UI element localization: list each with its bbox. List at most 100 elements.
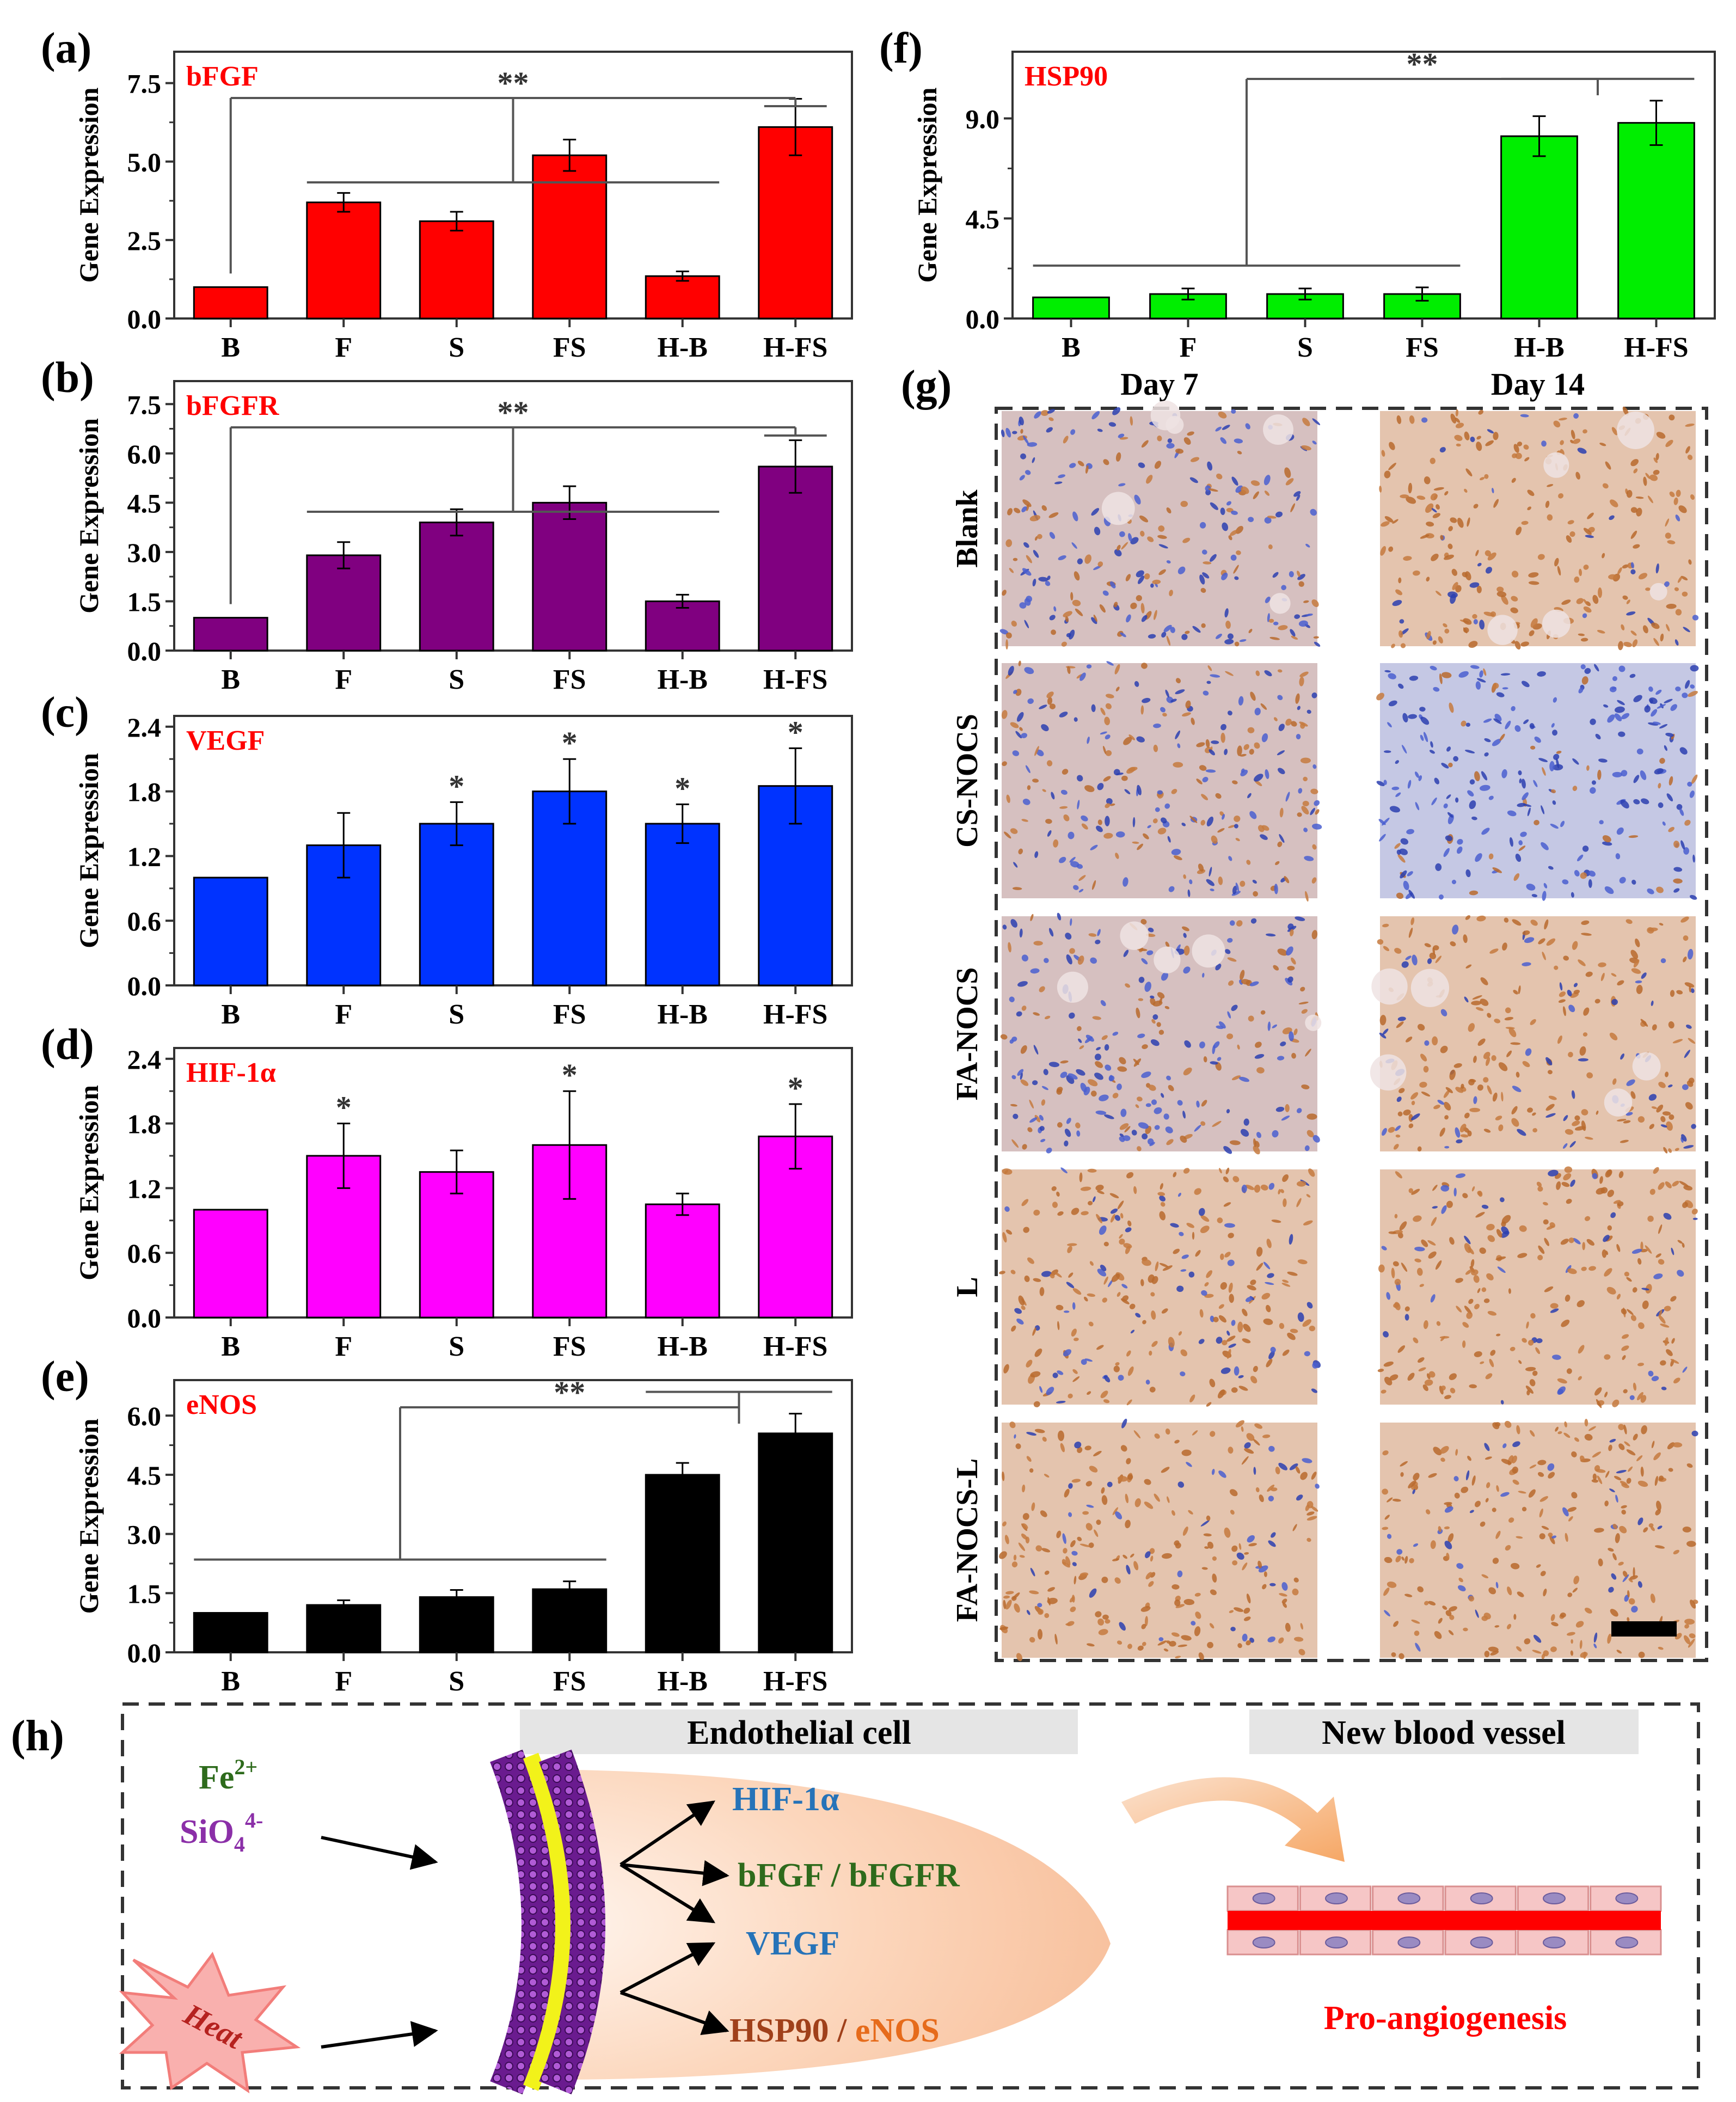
cell-nucleus	[1219, 1021, 1226, 1029]
cell-nucleus	[1532, 1370, 1538, 1376]
cell-nucleus	[1673, 878, 1683, 884]
cell-nucleus	[1616, 1294, 1621, 1300]
cell-nucleus	[1512, 1441, 1520, 1448]
cell-nucleus	[1027, 1257, 1034, 1264]
cell-nucleus	[1628, 1598, 1635, 1605]
cell-nucleus	[1690, 665, 1699, 672]
cell-nucleus	[1167, 1496, 1170, 1503]
cell-nucleus	[1249, 981, 1259, 986]
cell-nucleus	[1418, 1367, 1426, 1371]
cell-nucleus	[1484, 474, 1489, 479]
cell-nucleus	[1602, 835, 1611, 843]
cell-nucleus	[1496, 1485, 1499, 1492]
cell-nucleus	[1640, 1395, 1647, 1403]
cell-nucleus	[1420, 534, 1430, 539]
cell-nucleus	[1095, 1061, 1103, 1068]
cell-nucleus	[1637, 1581, 1642, 1588]
cell-nucleus	[1668, 1468, 1673, 1472]
cell-nucleus	[1443, 848, 1450, 857]
cell-nucleus	[1199, 574, 1205, 585]
chart-title: bFGFR	[186, 390, 280, 421]
cell-nucleus	[1250, 1376, 1257, 1384]
cell-nucleus	[1445, 1087, 1453, 1094]
cell-nucleus	[1226, 1109, 1230, 1114]
plot-frame	[173, 380, 853, 652]
cell-nucleus	[1301, 806, 1309, 815]
cell-nucleus	[1416, 495, 1426, 500]
cell-nucleus	[1387, 1497, 1393, 1503]
cell-nucleus	[1553, 420, 1561, 428]
cell-nucleus	[1525, 1366, 1536, 1371]
x-tick-label: H-B	[658, 1331, 708, 1362]
tissue-background	[1002, 1423, 1317, 1658]
cell-nucleus	[1110, 1214, 1115, 1223]
cell-nucleus	[1238, 696, 1244, 706]
cell-nucleus	[1577, 854, 1584, 861]
cell-nucleus	[1014, 1603, 1020, 1613]
cell-nucleus	[1674, 1633, 1682, 1640]
cell-nucleus	[1167, 836, 1171, 843]
cell-nucleus	[1428, 1251, 1437, 1259]
cell-nucleus	[1021, 1533, 1028, 1540]
cell-nucleus	[1238, 1543, 1242, 1550]
cell-nucleus	[1455, 797, 1459, 803]
cell-nucleus	[1174, 1599, 1181, 1607]
cell-nucleus	[1430, 1294, 1436, 1303]
cell-nucleus	[1168, 1084, 1174, 1092]
cell-nucleus	[1518, 840, 1523, 845]
cell-nucleus	[1441, 672, 1452, 678]
tissue-vacuole	[1632, 1052, 1661, 1081]
cell-nucleus	[1598, 587, 1603, 598]
cell-nucleus	[1267, 516, 1277, 519]
cell-nucleus	[1216, 1337, 1223, 1344]
cell-nucleus	[1022, 1144, 1027, 1150]
cell-nucleus	[1314, 800, 1320, 806]
cell-nucleus	[1076, 1069, 1085, 1076]
cell-nucleus	[1198, 1339, 1205, 1344]
cell-nucleus	[1563, 955, 1569, 961]
cell-nucleus	[1229, 1294, 1234, 1303]
cell-nucleus	[1546, 1225, 1554, 1230]
cell-nucleus	[1586, 765, 1590, 771]
cell-nucleus	[1473, 1096, 1477, 1104]
cell-nucleus	[1393, 1261, 1399, 1267]
cell-nucleus	[1433, 687, 1440, 692]
cell-nucleus	[1581, 676, 1588, 685]
cell-nucleus	[1232, 1560, 1238, 1566]
cell-nucleus	[1395, 1555, 1401, 1562]
cell-nucleus	[1117, 544, 1121, 551]
cell-nucleus	[1109, 581, 1116, 589]
cell-nucleus	[1167, 438, 1173, 443]
cell-nucleus	[1168, 1337, 1175, 1348]
cell-nucleus	[1505, 1027, 1515, 1029]
cell-nucleus	[1549, 1535, 1555, 1545]
cell-nucleus	[1002, 761, 1007, 767]
cell-nucleus	[1640, 1466, 1644, 1477]
cell-nucleus	[1095, 1611, 1102, 1617]
cell-nucleus	[1187, 431, 1194, 436]
cell-nucleus	[1567, 1268, 1577, 1274]
cell-nucleus	[1635, 980, 1642, 984]
cell-nucleus	[1030, 968, 1040, 974]
cell-nucleus	[1573, 438, 1581, 444]
bar	[419, 1171, 494, 1319]
cell-nucleus	[1476, 442, 1482, 451]
cell-nucleus	[1568, 1237, 1574, 1243]
cell-nucleus	[1584, 1433, 1593, 1441]
cell-nucleus	[1508, 1517, 1514, 1523]
x-tick-label: H-B	[658, 332, 708, 363]
cell-nucleus	[1026, 1359, 1033, 1368]
cell-nucleus	[1609, 515, 1615, 520]
cell-nucleus	[1594, 1528, 1604, 1533]
cell-nucleus	[1553, 697, 1557, 703]
x-tick-label: H-FS	[763, 664, 827, 695]
cell-nucleus	[1072, 1302, 1076, 1310]
cell-nucleus	[1223, 1202, 1231, 1207]
cell-nucleus	[1148, 1084, 1156, 1091]
cell-nucleus	[1209, 1623, 1214, 1629]
cell-nucleus	[1620, 1139, 1629, 1143]
cell-nucleus	[1654, 1475, 1658, 1486]
cell-nucleus	[1084, 554, 1091, 564]
cell-nucleus	[1151, 1099, 1157, 1105]
cell-nucleus	[1242, 1562, 1248, 1571]
